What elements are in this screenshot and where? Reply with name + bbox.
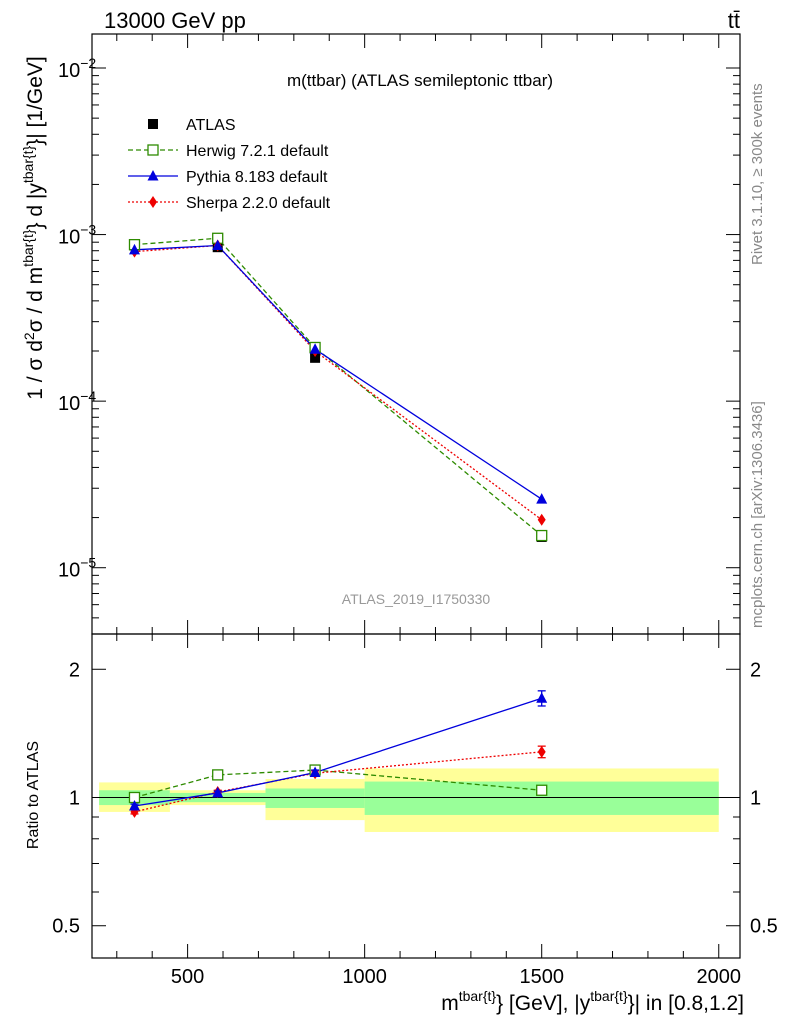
ratio-y-tick-label-right: 0.5	[750, 916, 778, 938]
main-plot-title: m(ttbar) (ATLAS semileptonic ttbar)	[287, 71, 553, 90]
legend-marker	[147, 144, 159, 156]
legend-label: Herwig 7.2.1 default	[186, 143, 329, 160]
x-tick-labels: 500 1000 1500 2000	[171, 966, 741, 988]
legend-marker	[147, 170, 159, 181]
ratio-plot-frame	[91, 633, 741, 959]
ratio-uncertainty-bands	[92, 768, 740, 832]
x-axis	[116, 34, 720, 958]
stat-uncertainty-band	[265, 788, 365, 808]
main-y-tick-label: 10−2	[58, 55, 96, 82]
main-y-axis-label: 1 / σ d2σ / d mtbar{t}} d |ytbar{t}}| [1…	[20, 56, 47, 400]
main-y-tick-labels: 10−5 10−4 10−3 10−2	[58, 55, 96, 582]
legend-label: Pythia 8.183 default	[186, 169, 328, 186]
ratio-point-pythia	[536, 692, 548, 703]
legend-label: Sherpa 2.2.0 default	[186, 195, 331, 212]
point-sherpa	[537, 513, 546, 526]
ratio-y-tick-label-left: 1	[69, 788, 80, 810]
ratio-point-pythia	[128, 800, 140, 811]
point-pythia	[536, 493, 548, 504]
ratio-y-tick-label-right: 1	[750, 788, 761, 810]
main-y-tick-label: 10−4	[58, 388, 96, 415]
ratio-y-tick-labels: 0.5 0.5 1 1 2 2	[52, 659, 778, 937]
x-tick-label: 500	[171, 966, 204, 988]
point-pythia	[212, 239, 224, 250]
mcplots-reference-label: mcplots.cern.ch [arXiv:1306.3436]	[749, 401, 766, 628]
rivet-version-label: Rivet 3.1.10, ≥ 300k events	[749, 83, 766, 265]
main-series-layer	[128, 232, 548, 542]
main-y-tick-label: 10−5	[58, 555, 96, 582]
point-herwig	[536, 529, 548, 542]
header-process-label: tt̄	[728, 8, 740, 33]
ratio-y-tick-label-left: 2	[69, 659, 80, 681]
ratio-y-axis	[92, 668, 740, 927]
main-plot-panel: 10−5 10−4 10−3 10−2 m(ttbar) (ATLAS semilep…	[20, 33, 741, 635]
ratio-y-tick-label-right: 2	[750, 659, 761, 681]
series-line-sherpa	[134, 244, 543, 521]
legend-label: ATLAS	[186, 117, 236, 134]
legend-marker	[149, 196, 157, 208]
ratio-point-pythia	[309, 766, 321, 777]
ratio-y-axis-label: Ratio to ATLAS	[25, 741, 42, 849]
analysis-watermark: ATLAS_2019_I1750330	[342, 591, 491, 607]
ratio-point-sherpa	[537, 745, 546, 758]
legend-marker	[148, 119, 158, 129]
ratio-point-pythia	[212, 786, 224, 798]
ratio-line-herwig	[134, 769, 542, 799]
main-y-axis	[92, 67, 740, 635]
ratio-y-tick-label-left: 0.5	[52, 916, 80, 938]
x-axis-label: mtbar{t}} [GeV], |ytbar{t}}| in [0.8,1.2…	[441, 988, 744, 1015]
atlas-data-point	[310, 352, 321, 363]
main-y-tick-label: 10−3	[58, 222, 96, 249]
ratio-point-herwig	[212, 769, 224, 781]
header-energy-label: 13000 GeV pp	[104, 8, 246, 33]
ratio-line-pythia	[134, 697, 542, 807]
series-line-herwig	[134, 237, 543, 537]
ratio-series-layer	[128, 690, 548, 818]
series-line-pythia	[134, 244, 543, 500]
x-tick-label: 2000	[697, 966, 742, 988]
x-tick-label: 1500	[519, 966, 564, 988]
point-pythia	[128, 243, 140, 255]
x-tick-label: 1000	[342, 966, 387, 988]
ratio-point-herwig	[536, 784, 548, 796]
legend: ATLAS Herwig 7.2.1 default Pythia 8.183 de…	[128, 117, 331, 212]
point-pythia	[309, 343, 321, 354]
ratio-plot-panel: 0.5 0.5 1 1 2 2 500 1000 1500 2000 Ratio to ATLA…	[25, 34, 778, 1015]
